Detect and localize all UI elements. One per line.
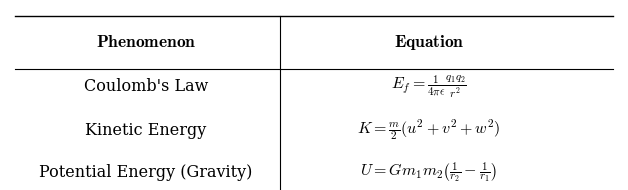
Text: $\mathbf{Equation}$: $\mathbf{Equation}$ xyxy=(394,33,465,52)
Text: $K = \frac{m}{2}(u^2 + v^2 + w^2)$: $K = \frac{m}{2}(u^2 + v^2 + w^2)$ xyxy=(357,118,501,143)
Text: $\mathbf{Phenomenon}$: $\mathbf{Phenomenon}$ xyxy=(95,34,196,51)
Text: $E_f = \frac{1}{4\pi\epsilon}\frac{q_1 q_2}{r^2}$: $E_f = \frac{1}{4\pi\epsilon}\frac{q_1 q… xyxy=(391,73,467,100)
Text: $U = Gm_1 m_2\left(\frac{1}{r_2} - \frac{1}{r_1}\right)$: $U = Gm_1 m_2\left(\frac{1}{r_2} - \frac… xyxy=(360,161,498,185)
Text: Kinetic Energy: Kinetic Energy xyxy=(85,122,207,139)
Text: Coulomb's Law: Coulomb's Law xyxy=(84,78,208,95)
Text: Potential Energy (Gravity): Potential Energy (Gravity) xyxy=(40,164,252,181)
